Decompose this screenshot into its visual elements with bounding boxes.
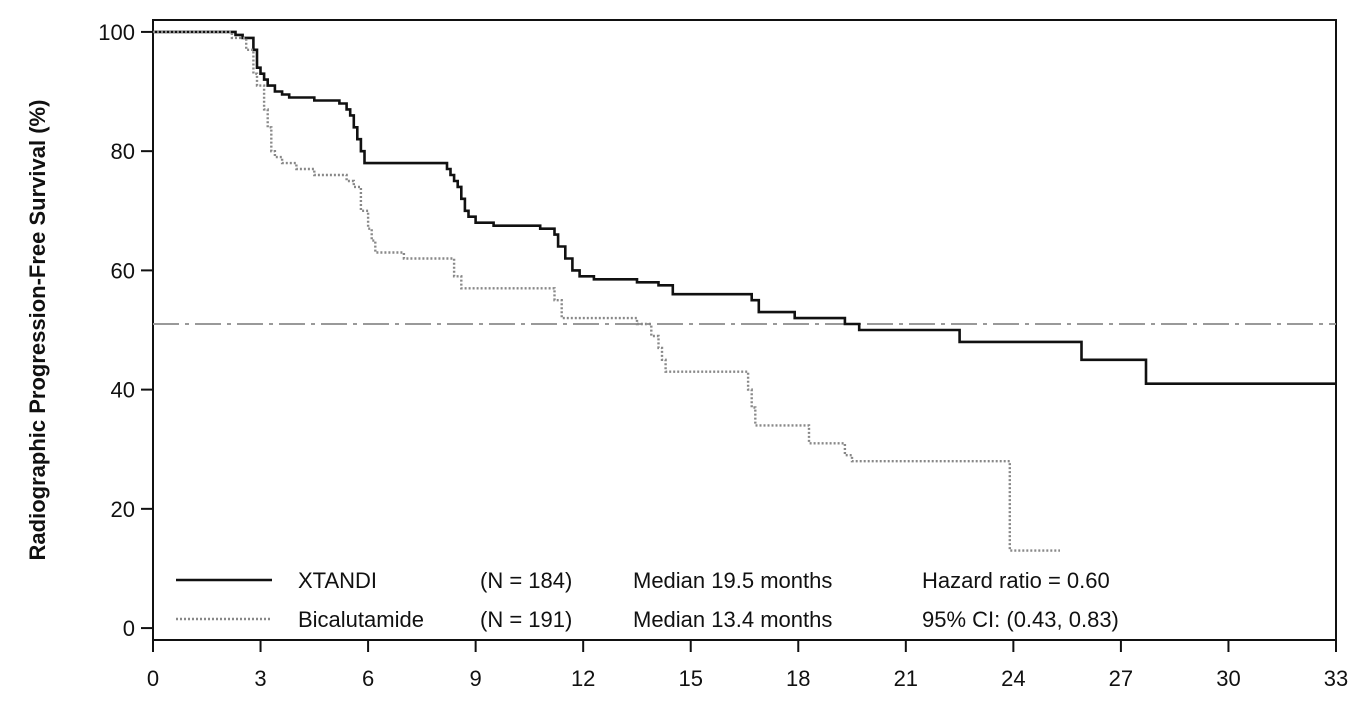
x-tick-label: 21 (894, 666, 918, 691)
y-tick-label: 0 (123, 616, 135, 641)
x-tick-label: 9 (470, 666, 482, 691)
legend-median: Median 13.4 months (633, 607, 832, 632)
series-line-bicalutamide (153, 30, 1060, 552)
plot-frame (152, 19, 1337, 641)
x-tick-label: 24 (1001, 666, 1025, 691)
legend-stat: 95% CI: (0.43, 0.83) (922, 607, 1119, 632)
legend-name: Bicalutamide (298, 607, 424, 632)
x-tick-label: 12 (571, 666, 595, 691)
y-tick-label: 100 (98, 20, 135, 45)
x-tick-label: 18 (786, 666, 810, 691)
legend: XTANDI (N = 184) Median 19.5 months Hazard … (176, 568, 1119, 632)
y-ticks: 0 20 40 60 80 100 (98, 20, 153, 641)
legend-name: XTANDI (298, 568, 377, 593)
series-lines (153, 30, 1336, 552)
series-line-xtandi (153, 30, 1336, 386)
x-tick-label: 30 (1216, 666, 1240, 691)
y-tick-label: 80 (111, 139, 135, 164)
y-tick-label: 20 (111, 497, 135, 522)
x-tick-label: 27 (1109, 666, 1133, 691)
x-tick-label: 6 (362, 666, 374, 691)
x-tick-label: 3 (254, 666, 266, 691)
legend-n: (N = 184) (480, 568, 572, 593)
legend-stat: Hazard ratio = 0.60 (922, 568, 1110, 593)
x-tick-label: 15 (678, 666, 702, 691)
x-ticks: 0 3 6 9 12 15 18 21 24 27 30 33 (147, 640, 1348, 691)
y-tick-label: 40 (111, 378, 135, 403)
x-tick-label: 33 (1324, 666, 1348, 691)
y-tick-label: 60 (111, 258, 135, 283)
legend-n: (N = 191) (480, 607, 572, 632)
legend-median: Median 19.5 months (633, 568, 832, 593)
y-axis-label: Radiographic Progression-Free Survival (… (25, 100, 50, 561)
x-tick-label: 0 (147, 666, 159, 691)
